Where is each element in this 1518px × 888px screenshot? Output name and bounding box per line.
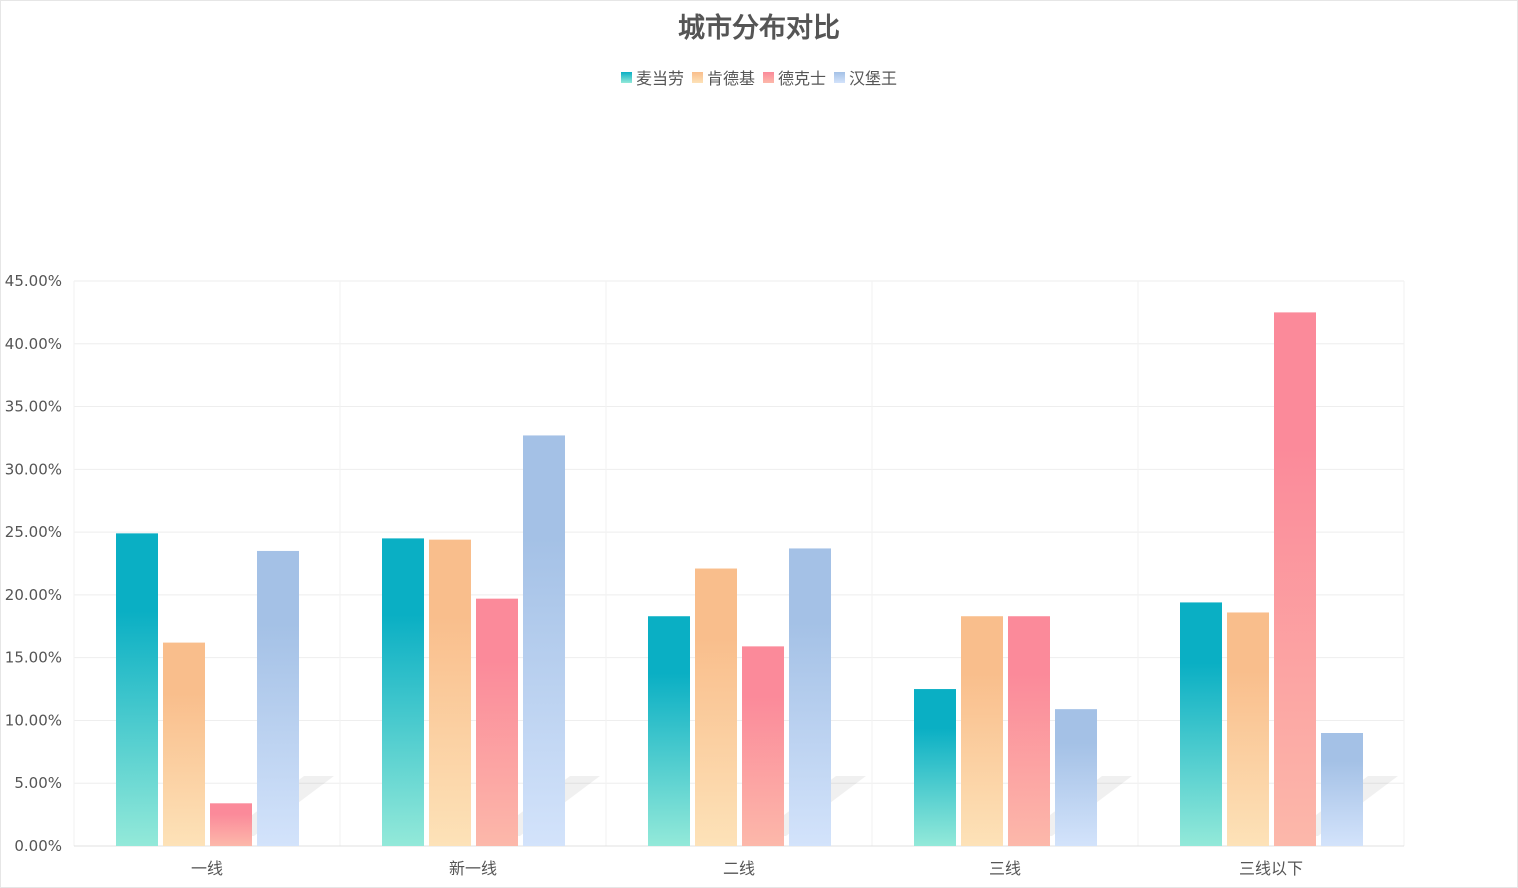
y-tick-label: 15.00%	[5, 649, 62, 667]
legend-swatch	[763, 71, 774, 83]
y-tick-label: 30.00%	[5, 460, 62, 478]
y-tick-label: 25.00%	[5, 523, 62, 541]
bar[interactable]	[961, 616, 1003, 846]
bar[interactable]	[1227, 612, 1269, 846]
bar[interactable]	[163, 642, 205, 846]
bar[interactable]	[914, 689, 956, 846]
bar[interactable]	[257, 550, 299, 846]
x-tick-label: 二线	[723, 859, 755, 878]
legend-item[interactable]: 麦当劳	[620, 65, 684, 89]
bar[interactable]	[1008, 616, 1050, 846]
legend-item[interactable]: 肯德基	[691, 65, 755, 89]
bar[interactable]	[742, 646, 784, 846]
y-tick-label: 0.00%	[14, 837, 62, 855]
y-tick-label: 10.00%	[5, 711, 62, 729]
y-tick-label: 35.00%	[5, 398, 62, 416]
bar[interactable]	[210, 803, 252, 846]
legend-label: 德克士	[778, 69, 827, 88]
legend-swatch	[620, 71, 632, 83]
legend-label: 汉堡王	[849, 69, 898, 88]
chart-title: 城市分布对比	[678, 13, 840, 44]
x-tick-label: 三线以下	[1239, 859, 1303, 878]
legend-label: 肯德基	[706, 69, 755, 88]
legend-swatch	[691, 71, 703, 83]
bar[interactable]	[1180, 602, 1222, 846]
bar[interactable]	[1055, 709, 1097, 846]
legend-item[interactable]: 汉堡王	[834, 65, 897, 89]
x-tick-label: 三线	[989, 859, 1021, 878]
bar[interactable]	[116, 533, 158, 846]
legend-swatch	[834, 71, 846, 83]
bar[interactable]	[429, 539, 471, 846]
x-tick-label: 一线	[191, 859, 223, 878]
bar[interactable]	[789, 548, 831, 846]
bar[interactable]	[523, 435, 565, 846]
x-tick-label: 新一线	[449, 859, 497, 878]
bar[interactable]	[382, 538, 424, 846]
bar[interactable]	[695, 568, 737, 846]
bar[interactable]	[476, 598, 518, 846]
y-tick-label: 5.00%	[14, 774, 62, 792]
bar[interactable]	[1274, 312, 1316, 846]
legend-label: 麦当劳	[635, 69, 684, 88]
legend: 麦当劳 肯德基 德克士 汉堡王	[0, 65, 1518, 89]
bar[interactable]	[648, 616, 690, 846]
y-tick-label: 40.00%	[5, 335, 62, 353]
bar[interactable]	[1321, 733, 1363, 846]
y-tick-label: 45.00%	[5, 272, 62, 290]
legend-item[interactable]: 德克士	[763, 65, 826, 89]
y-tick-label: 20.00%	[5, 586, 62, 604]
